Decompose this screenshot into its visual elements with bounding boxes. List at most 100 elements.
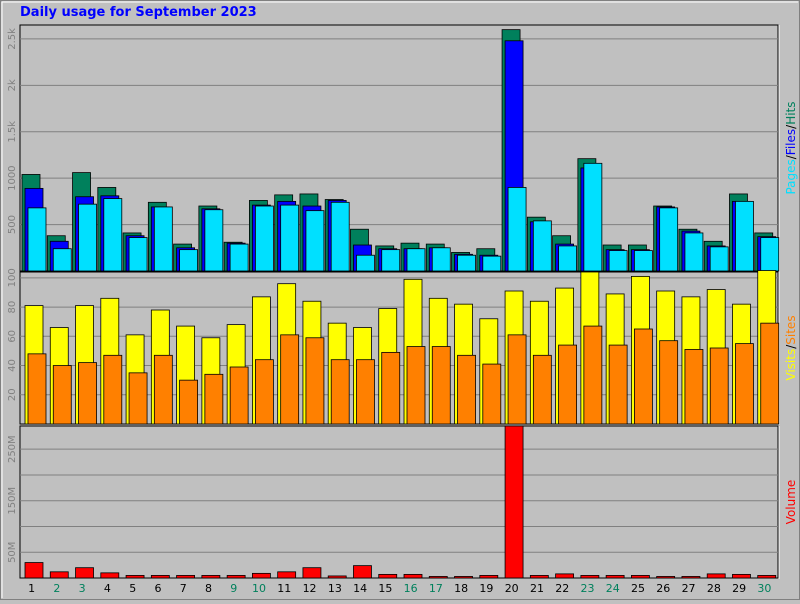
bar-pages-day-8 — [204, 209, 224, 272]
bar-volume-day-28 — [706, 573, 726, 579]
x-tick-label-day-25: 25 — [631, 582, 645, 595]
bar-volume-day-8 — [201, 575, 221, 579]
bar-pages-day-16 — [406, 248, 426, 272]
bar-pages-day-28 — [709, 246, 729, 272]
bar-sites-day-12 — [305, 337, 325, 425]
bar-pages-day-13 — [330, 201, 350, 272]
legend-entry: / — [784, 344, 798, 349]
y-tick-label: 80 — [7, 301, 18, 314]
bar-volume-day-5 — [125, 575, 145, 579]
bar-volume-day-26 — [656, 576, 676, 579]
bar-sites-day-2 — [52, 365, 72, 425]
bar-pages-day-1 — [27, 207, 47, 272]
x-tick-label-day-1: 1 — [28, 582, 35, 595]
x-tick-label-day-27: 27 — [682, 582, 696, 595]
bar-pages-day-6 — [153, 206, 173, 272]
legend-entry: Pages — [784, 159, 798, 194]
bar-volume-day-15 — [378, 573, 398, 579]
x-tick-label-day-11: 11 — [277, 582, 291, 595]
bar-volume-day-12 — [302, 567, 322, 579]
x-tick-label-day-23: 23 — [581, 582, 595, 595]
bar-volume-day-4 — [100, 572, 120, 579]
bar-sites-day-22 — [558, 344, 577, 425]
bar-volume-day-16 — [403, 573, 423, 579]
bar-pages-day-21 — [532, 220, 552, 272]
legend-entry: / — [784, 154, 798, 159]
y-tick-label: 40 — [7, 359, 18, 372]
x-tick-label-day-12: 12 — [303, 582, 317, 595]
bar-pages-day-2 — [52, 248, 72, 272]
bar-sites-day-5 — [128, 372, 148, 425]
bar-sites-day-16 — [406, 346, 426, 425]
bar-pages-day-14 — [356, 254, 375, 272]
x-tick-label-day-7: 7 — [180, 582, 187, 595]
bar-pages-day-9 — [229, 243, 249, 272]
bar-pages-day-27 — [684, 232, 704, 272]
x-tick-label-day-20: 20 — [505, 582, 519, 595]
bar-sites-day-1 — [27, 353, 47, 425]
bar-volume-day-27 — [681, 576, 701, 579]
y-tick-label: 50M — [7, 542, 18, 563]
bar-sites-day-15 — [381, 351, 401, 425]
y-tick-label: 250M — [7, 435, 18, 463]
bar-sites-day-26 — [659, 340, 679, 425]
bar-sites-day-3 — [78, 362, 97, 425]
bar-pages-day-17 — [431, 247, 451, 272]
bar-sites-day-21 — [532, 354, 552, 425]
bar-sites-day-23 — [583, 325, 603, 425]
bar-volume-day-10 — [251, 572, 271, 579]
bar-pages-day-24 — [608, 250, 628, 272]
bar-pages-day-30 — [760, 237, 780, 272]
y-tick-label: 1000 — [7, 165, 18, 190]
bar-sites-day-25 — [634, 328, 653, 425]
bar-volume-day-18 — [454, 576, 473, 579]
legend-visits-sites: Visits/Sites — [784, 315, 798, 380]
bar-volume-day-14 — [353, 565, 372, 579]
legend-entry: Sites — [784, 315, 798, 344]
x-tick-label-day-6: 6 — [154, 582, 161, 595]
bar-pages-day-5 — [128, 237, 148, 272]
legend-entry: Hits — [784, 101, 798, 124]
y-tick-label: 100 — [7, 268, 18, 287]
bar-sites-day-4 — [103, 354, 123, 425]
bar-volume-day-22 — [555, 573, 574, 579]
bar-volume-day-21 — [529, 575, 549, 579]
y-tick-label: 500 — [7, 215, 18, 234]
bar-volume-day-23 — [580, 575, 600, 579]
bar-volume-day-7 — [176, 575, 196, 579]
bar-volume-day-13 — [327, 575, 347, 579]
chart-title: Daily usage for September 2023 — [20, 5, 257, 20]
x-tick-label-day-30: 30 — [757, 582, 771, 595]
bar-volume-day-17 — [428, 576, 448, 579]
legend-entry: Files — [784, 129, 798, 155]
legend-entry: / — [784, 124, 798, 129]
bar-sites-day-24 — [608, 344, 628, 425]
bar-pages-day-19 — [482, 255, 502, 272]
bar-sites-day-19 — [482, 363, 502, 425]
x-tick-label-day-22: 22 — [555, 582, 569, 595]
x-tick-label-day-16: 16 — [404, 582, 418, 595]
bar-pages-day-15 — [381, 249, 401, 272]
x-tick-label-day-5: 5 — [129, 582, 136, 595]
x-tick-label-day-13: 13 — [328, 582, 342, 595]
bar-pages-day-20 — [507, 187, 527, 272]
y-tick-label: 150M — [7, 487, 18, 515]
bar-pages-day-12 — [305, 210, 325, 272]
x-tick-label-day-17: 17 — [429, 582, 443, 595]
bar-sites-day-8 — [204, 373, 224, 425]
bar-pages-day-26 — [659, 207, 679, 272]
x-tick-label-day-18: 18 — [454, 582, 468, 595]
bar-sites-day-9 — [229, 366, 249, 425]
bar-sites-day-28 — [709, 347, 729, 425]
bar-volume-day-20 — [504, 425, 524, 579]
bar-volume-day-6 — [150, 575, 170, 579]
x-tick-label-day-21: 21 — [530, 582, 544, 595]
x-tick-label-day-19: 19 — [479, 582, 493, 595]
y-tick-label: 20 — [7, 388, 18, 401]
x-tick-label-day-24: 24 — [606, 582, 620, 595]
x-tick-label-day-10: 10 — [252, 582, 266, 595]
y-tick-label: 1.5k — [7, 121, 18, 143]
y-tick-label: 2k — [7, 79, 18, 91]
